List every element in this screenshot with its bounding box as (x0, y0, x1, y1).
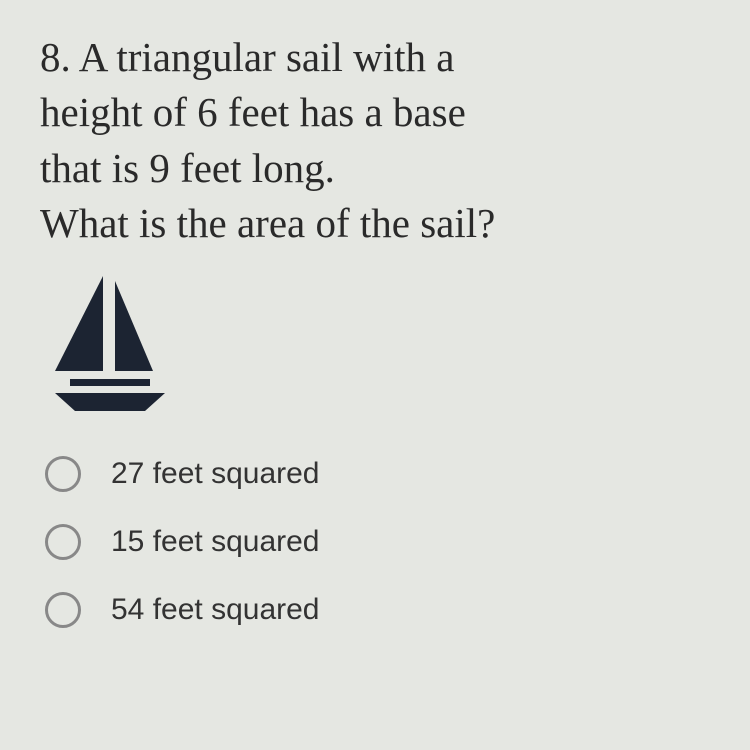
sail-right (115, 281, 153, 371)
question-line-3: that is 9 feet long. (40, 145, 335, 191)
option-label: 15 feet squared (111, 525, 320, 559)
sail-left (55, 276, 103, 371)
sailboat-image (45, 271, 720, 416)
radio-icon[interactable] (45, 456, 81, 492)
boat-deck (70, 379, 150, 386)
question-line-1: A triangular sail with a (79, 34, 455, 80)
option-1[interactable]: 27 feet squared (45, 456, 720, 492)
question-line-4: What is the area of the sail? (40, 200, 495, 246)
question-line-2: height of 6 feet has a base (40, 89, 466, 135)
question-text: 8. A triangular sail with a height of 6 … (40, 30, 720, 251)
option-label: 54 feet squared (111, 593, 320, 627)
sailboat-icon (45, 271, 175, 411)
question-number: 8. (40, 34, 71, 80)
radio-icon[interactable] (45, 592, 81, 628)
radio-icon[interactable] (45, 524, 81, 560)
boat-hull (55, 393, 165, 411)
options-container: 27 feet squared 15 feet squared 54 feet … (45, 456, 720, 628)
option-2[interactable]: 15 feet squared (45, 524, 720, 560)
option-label: 27 feet squared (111, 457, 320, 491)
option-3[interactable]: 54 feet squared (45, 592, 720, 628)
